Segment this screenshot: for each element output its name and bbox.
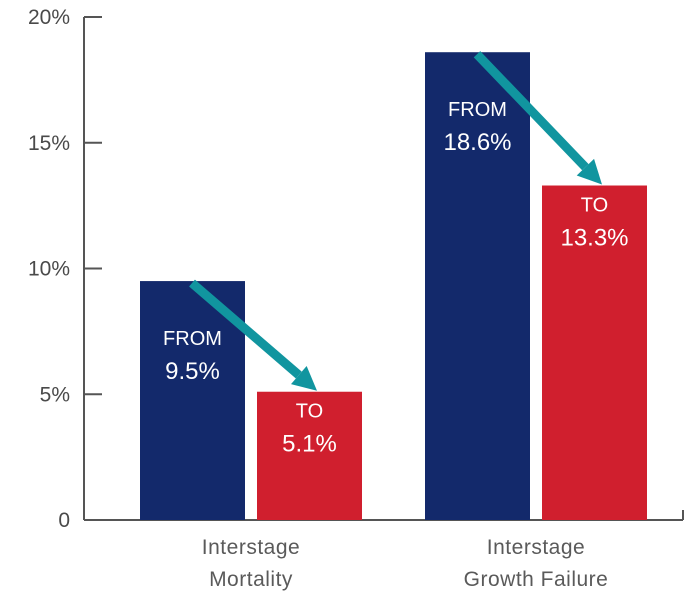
trend-arrow-shaft	[189, 279, 302, 379]
bar	[542, 185, 647, 520]
bar-value-label: 13.3%	[560, 225, 628, 252]
category-label: Interstage	[202, 536, 300, 559]
bar-word-label: FROM	[448, 99, 507, 121]
bar-value-label: 18.6%	[443, 129, 511, 156]
bar	[257, 391, 362, 520]
category-label: Growth Failure	[464, 568, 609, 591]
bar-word-label: TO	[581, 195, 608, 217]
y-tick-label: 5%	[40, 383, 70, 406]
y-tick-label: 20%	[28, 6, 70, 29]
y-tick-label: 15%	[28, 132, 70, 155]
bar-word-label: FROM	[163, 328, 222, 350]
bar-word-label: TO	[296, 401, 323, 423]
chart-bars	[140, 52, 647, 521]
bar-value-label: 9.5%	[165, 358, 220, 385]
bar	[140, 281, 245, 520]
category-label: Mortality	[209, 568, 293, 591]
y-tick-label: 10%	[28, 258, 70, 281]
chart-labels: FROM 9.5% TO 5.1% Interstage Mortality FROM 18.…	[163, 99, 628, 591]
bar-value-label: 5.1%	[282, 431, 337, 458]
trend-arrow-shaft	[473, 51, 589, 171]
trend-arrow-head	[576, 158, 602, 185]
bar	[425, 52, 530, 521]
category-label: Interstage	[487, 536, 585, 559]
trend-arrow-head	[290, 365, 317, 391]
y-tick-label: 0	[58, 509, 70, 532]
chart-arrows	[189, 51, 602, 391]
